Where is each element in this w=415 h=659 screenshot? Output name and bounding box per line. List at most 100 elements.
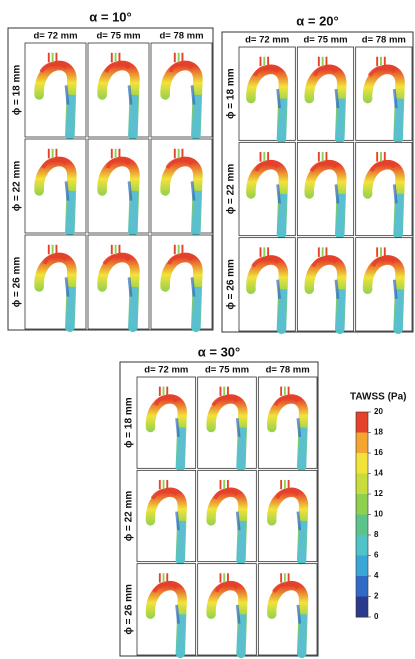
- row-label: ϕ = 18 mm: [12, 65, 23, 116]
- column-header: d= 75 mm: [205, 365, 249, 376]
- panel: α = 20° d= 72 mm d= 75 mm d= 78 mm ϕ = 18 mm…: [222, 13, 413, 332]
- aorta-patch: [298, 512, 300, 531]
- aorta-descending: [302, 428, 304, 467]
- column-header: d= 78 mm: [362, 35, 406, 46]
- colorbar-tick-label: 14: [374, 469, 383, 478]
- aorta-patch: [129, 181, 131, 200]
- colorbar-tick-label: 2: [374, 592, 379, 601]
- aorta-patch: [336, 89, 338, 108]
- aorta-descending: [196, 95, 198, 135]
- aorta-descending: [241, 614, 243, 653]
- column-header: d= 75 mm: [96, 31, 140, 42]
- aorta-patch: [66, 181, 68, 200]
- row-label: ϕ = 18 mm: [124, 397, 135, 448]
- row-label: ϕ = 22 mm: [124, 491, 135, 542]
- aorta-descending: [196, 287, 198, 327]
- colorbar-tick-label: 4: [374, 571, 379, 580]
- colorbar-tick-label: 10: [374, 510, 383, 519]
- aorta-descending: [241, 521, 243, 560]
- cell-frame: [25, 139, 86, 233]
- aorta-descending: [281, 99, 283, 139]
- column-header: d= 72 mm: [144, 365, 188, 376]
- panel-title: α = 20°: [296, 13, 338, 28]
- colorbar-segment: [356, 597, 368, 618]
- aorta-patch: [394, 280, 396, 299]
- aorta-patch: [394, 89, 396, 108]
- row-label: ϕ = 22 mm: [12, 161, 23, 212]
- aorta-patch: [66, 85, 68, 104]
- aorta-descending: [180, 428, 182, 467]
- aorta-patch: [237, 418, 239, 437]
- aorta-patch: [237, 605, 239, 624]
- column-header: d= 75 mm: [303, 35, 347, 46]
- aorta-patch: [129, 277, 131, 296]
- aorta-descending: [241, 428, 243, 467]
- panel: α = 30° d= 72 mm d= 75 mm d= 78 mm ϕ = 18 mm…: [120, 344, 318, 656]
- cell-frame: [198, 470, 257, 561]
- colorbar-segment: [356, 494, 368, 515]
- aorta-patch: [278, 184, 280, 203]
- panel: α = 10° d= 72 mm d= 75 mm d= 78 mm ϕ = 18 mm…: [8, 9, 213, 330]
- aorta-descending: [133, 95, 135, 135]
- column-header: d= 78 mm: [266, 365, 310, 376]
- aorta-descending: [180, 521, 182, 560]
- aorta-descending: [133, 287, 135, 327]
- column-header: d= 72 mm: [33, 31, 77, 42]
- cell-frame: [25, 235, 86, 329]
- aorta-patch: [192, 277, 194, 296]
- cell-frame: [25, 43, 86, 137]
- aorta-descending: [340, 289, 342, 329]
- aorta-patch: [298, 605, 300, 624]
- colorbar-tick-label: 12: [374, 489, 383, 498]
- row-label: ϕ = 22 mm: [226, 164, 237, 215]
- panel-title: α = 30°: [198, 344, 240, 359]
- aorta-patch: [177, 418, 179, 437]
- aorta-descending: [70, 191, 72, 231]
- row-label: ϕ = 26 mm: [124, 584, 135, 635]
- aorta-patch: [237, 512, 239, 531]
- colorbar-segment: [356, 515, 368, 536]
- column-header: d= 72 mm: [245, 35, 289, 46]
- aorta-descending: [340, 99, 342, 139]
- cell-frame: [198, 377, 257, 468]
- aorta-patch: [278, 89, 280, 108]
- colorbar-segment: [356, 576, 368, 597]
- aorta-patch: [336, 184, 338, 203]
- colorbar-tick-label: 8: [374, 530, 379, 539]
- colorbar-tick-label: 20: [374, 407, 383, 416]
- aorta-patch: [336, 280, 338, 299]
- colorbar-segment: [356, 412, 368, 433]
- aorta-patch: [192, 85, 194, 104]
- aorta-patch: [394, 184, 396, 203]
- aorta-descending: [302, 614, 304, 653]
- aorta-descending: [281, 194, 283, 234]
- aorta-patch: [298, 418, 300, 437]
- colorbar-segment: [356, 453, 368, 474]
- colorbar-segment: [356, 535, 368, 556]
- colorbar-segment: [356, 433, 368, 454]
- colorbar-title: TAWSS (Pa): [350, 392, 406, 403]
- row-label: ϕ = 26 mm: [226, 259, 237, 310]
- column-header: d= 78 mm: [159, 31, 203, 42]
- colorbar-tick-label: 16: [374, 448, 383, 457]
- aorta-patch: [66, 277, 68, 296]
- aorta-patch: [278, 280, 280, 299]
- panel-title: α = 10°: [89, 9, 131, 24]
- aorta-descending: [70, 287, 72, 327]
- aorta-patch: [177, 605, 179, 624]
- figure: α = 10° d= 72 mm d= 75 mm d= 78 mm ϕ = 18 mm…: [0, 0, 415, 659]
- aorta-descending: [398, 289, 400, 329]
- cell-frame: [198, 564, 257, 655]
- aorta-descending: [133, 191, 135, 231]
- aorta-descending: [70, 95, 72, 135]
- row-label: ϕ = 18 mm: [226, 68, 237, 119]
- colorbar-tick-label: 18: [374, 428, 383, 437]
- aorta-patch: [192, 181, 194, 200]
- aorta-descending: [196, 191, 198, 231]
- aorta-descending: [302, 521, 304, 560]
- aorta-descending: [281, 289, 283, 329]
- aorta-descending: [180, 614, 182, 653]
- colorbar-segment: [356, 556, 368, 577]
- aorta-descending: [398, 194, 400, 234]
- colorbar-tick-label: 6: [374, 551, 379, 560]
